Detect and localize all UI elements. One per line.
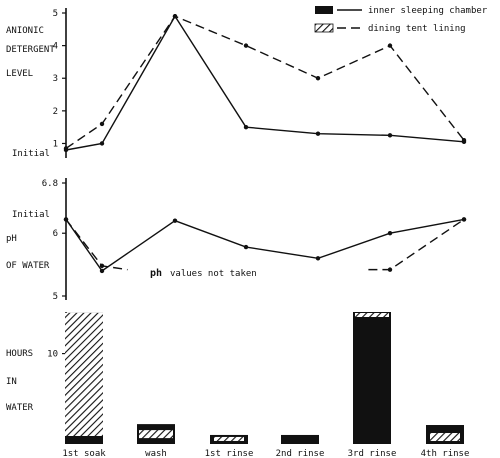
hours-category-labels: 1st soak wash 1st rinse 2nd rinse 3rd rinse 4… <box>62 449 469 458</box>
category-label-0: 1st soak <box>62 449 106 458</box>
detergent-series-dashed-point-5 <box>387 43 393 48</box>
detergent-series-solid-point-5 <box>387 133 393 138</box>
ph-series-dashed-line-0 <box>65 218 128 271</box>
detergent-series-solid-point-1 <box>99 141 105 146</box>
ph-ylabel-line-2: OF WATER <box>6 261 50 271</box>
detergent-series-dashed-point-2 <box>172 14 178 19</box>
bar-3 <box>281 434 319 444</box>
detergent-y-ticks: 5 4 3 2 1 <box>53 9 66 149</box>
category-label-4: 3rd rinse <box>348 449 397 458</box>
detergent-series-dashed-point-0 <box>63 146 69 151</box>
ph-series <box>63 217 467 274</box>
ph-annotation-prefix: ph <box>150 268 162 279</box>
detergent-panel: ANIONIC DETERGENT LEVEL Initial 5 4 3 2 1 <box>6 8 467 159</box>
hours-ylabel-line-1: HOURS <box>6 349 33 359</box>
legend-dashed-label: dining tent lining <box>368 24 466 34</box>
bar-5-hatch <box>430 433 460 442</box>
detergent-series-dashed-point-4 <box>315 76 321 81</box>
detergent-tick-label-2: 3 <box>53 74 58 84</box>
ph-series-solid-point-5 <box>387 231 393 236</box>
detergent-series-dashed-point-3 <box>243 43 249 48</box>
ph-series-dashed-point-6 <box>461 217 467 222</box>
legend-solid-label: inner sleeping chamber <box>368 6 488 16</box>
category-label-1: wash <box>145 449 167 458</box>
detergent-tick-label-3: 2 <box>53 107 58 117</box>
detergent-series-solid-point-4 <box>315 131 321 136</box>
category-label-2: 1st rinse <box>205 449 254 458</box>
ph-series-dashed-line-1 <box>368 218 465 271</box>
hours-ylabel-line-3: WATER <box>6 403 34 413</box>
detergent-ylabel-line-3: LEVEL <box>6 69 33 79</box>
ph-series-solid-point-4 <box>315 256 321 261</box>
bar-4-hatch <box>355 313 389 317</box>
ph-initial-label: Initial <box>12 210 50 220</box>
category-label-3: 2nd rinse <box>276 449 325 458</box>
ph-series-dashed-point-5 <box>387 267 393 272</box>
bar-0-hatch <box>65 312 103 436</box>
hours-panel: HOURS IN WATER 10 1st soak wash 1st rinse 2… <box>6 312 469 458</box>
ph-tick-label-1: 6 <box>53 229 58 239</box>
detergent-series-dashed-point-6 <box>461 138 467 143</box>
category-label-5: 4th rinse <box>421 449 470 458</box>
hours-ylabel-line-2: IN <box>6 377 17 387</box>
detergent-ylabel-line-1: ANIONIC <box>6 26 44 36</box>
detergent-tick-label-4: 1 <box>53 139 58 149</box>
ph-ylabel-line-1: pH <box>6 234 17 244</box>
ph-series-solid-point-1 <box>99 268 105 274</box>
hours-y-ticks: 10 <box>47 350 66 360</box>
ph-tick-label-0: 6.8 <box>42 179 58 189</box>
ph-series-solid-point-3 <box>243 244 249 250</box>
ph-panel: Initial pH OF WATER 6.8 6 5 ph values not … <box>6 178 467 302</box>
ph-series-dashed-point-1 <box>99 263 105 269</box>
ph-series-dashed-point-0 <box>63 217 69 222</box>
bar-2-hatch <box>214 436 244 441</box>
legend: inner sleeping chamber dining tent linin… <box>314 6 488 34</box>
detergent-series-solid-point-3 <box>243 124 249 130</box>
ph-annotation-text: values not taken <box>170 269 257 279</box>
detergent-ylabel-line-2: DETERGENT <box>6 45 55 55</box>
legend-solid-swatch <box>315 6 333 14</box>
legend-dashed-swatch <box>314 23 334 33</box>
ph-series-solid-line-0 <box>65 218 465 272</box>
hours-tick-label-0: 10 <box>47 350 58 360</box>
detergent-tick-label-1: 4 <box>53 42 58 52</box>
ph-y-ticks: 6.8 6 5 <box>42 179 66 302</box>
detergent-series-dashed-point-1 <box>99 121 105 127</box>
detergent-tick-label-0: 5 <box>53 9 58 19</box>
detergent-series-solid-line-0 <box>65 14 465 151</box>
detergent-initial-label: Initial <box>12 149 50 159</box>
ph-tick-label-2: 5 <box>53 292 58 302</box>
hours-bars <box>65 312 464 444</box>
bar-4 <box>353 312 391 444</box>
detergent-series <box>63 14 467 153</box>
bar-1-hatch <box>139 430 173 439</box>
ph-series-solid-point-2 <box>172 218 178 223</box>
